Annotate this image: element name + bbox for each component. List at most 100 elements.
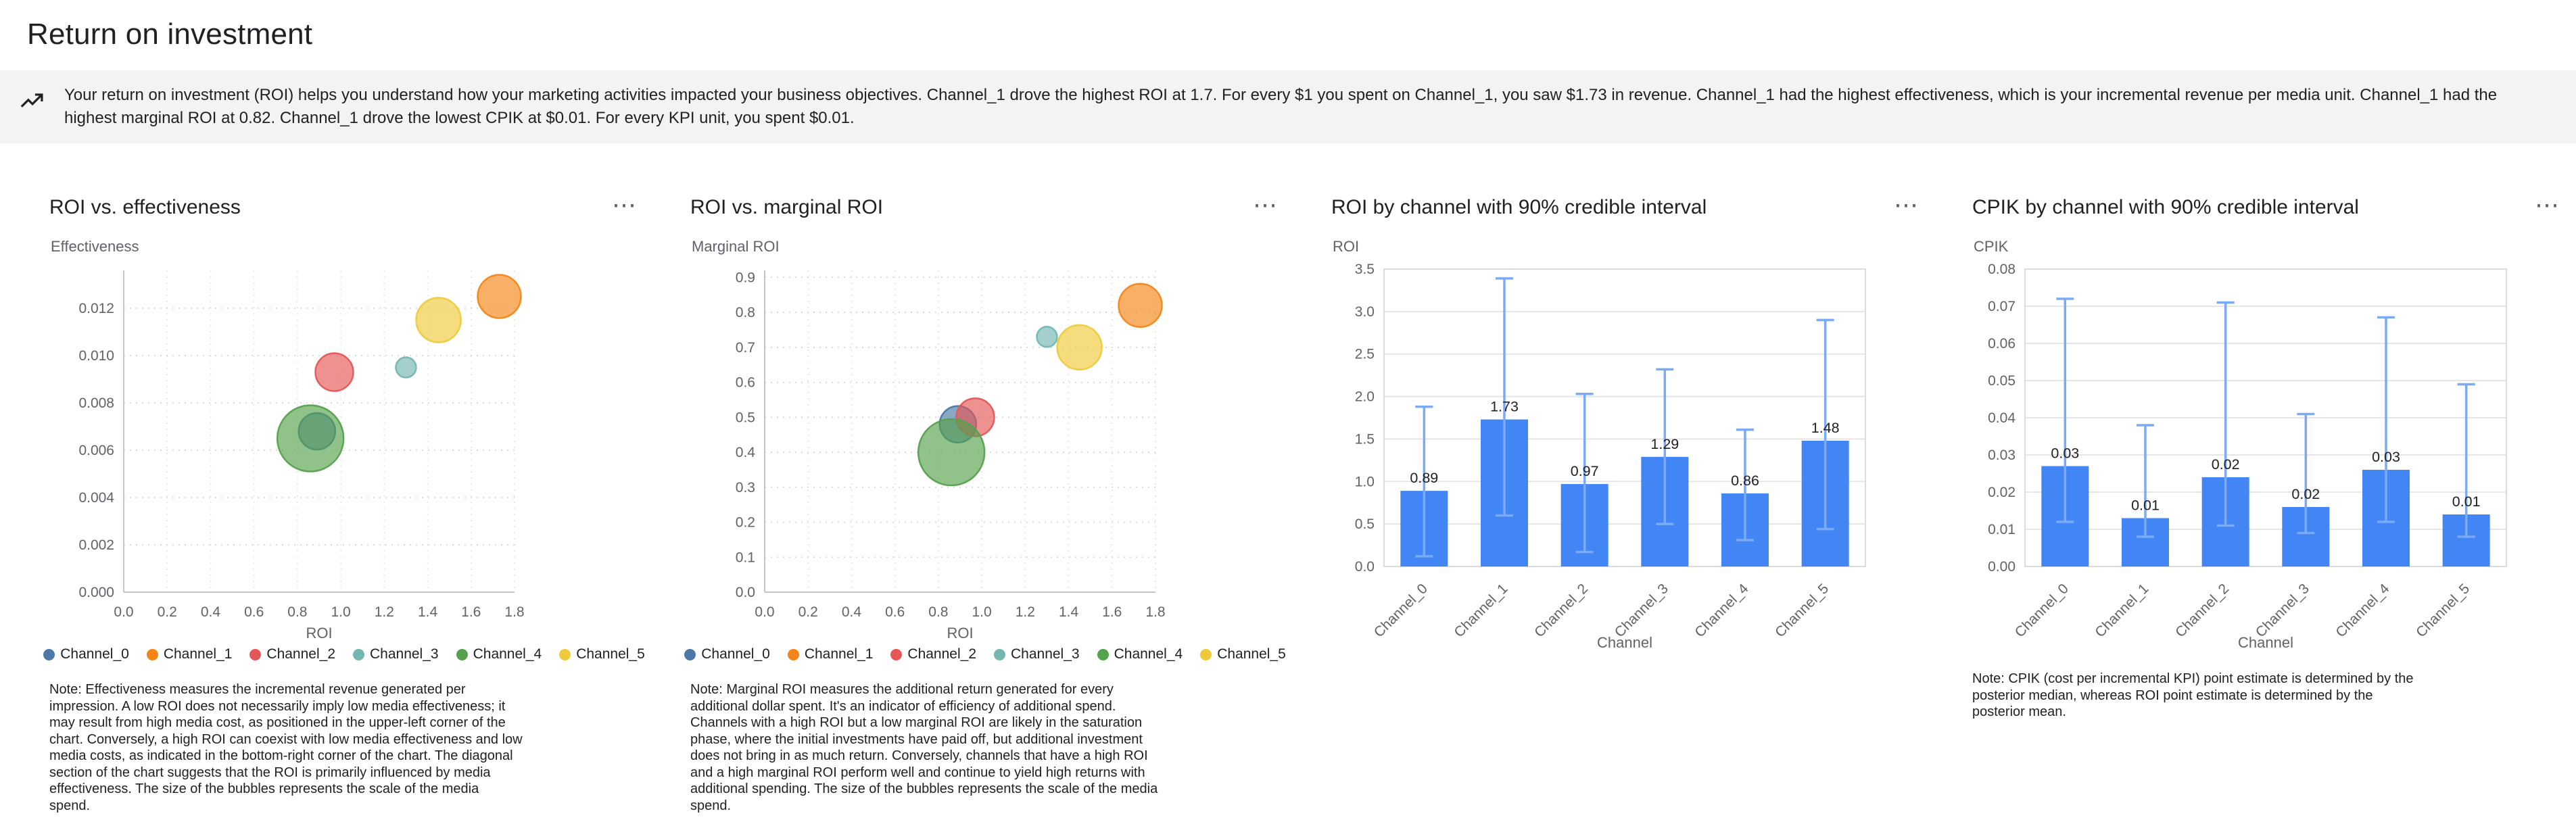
legend-dot: [456, 648, 468, 660]
svg-text:0.0: 0.0: [755, 604, 774, 620]
legend-label: Channel_3: [370, 646, 439, 662]
svg-text:0.02: 0.02: [2212, 456, 2240, 473]
svg-text:0.01: 0.01: [2452, 493, 2481, 510]
svg-text:1.8: 1.8: [1145, 604, 1165, 620]
svg-text:0.06: 0.06: [1988, 336, 2016, 352]
bubble-Channel_5: [415, 297, 462, 343]
svg-text:0.08: 0.08: [1988, 262, 2016, 277]
svg-text:0.05: 0.05: [1988, 373, 2016, 389]
legend-dot: [787, 648, 799, 660]
svg-text:Channel: Channel: [2238, 634, 2293, 651]
svg-text:0.5: 0.5: [1355, 516, 1375, 532]
svg-text:1.2: 1.2: [375, 604, 394, 620]
chart-card-header: ROI vs. effectiveness ⋯: [49, 193, 639, 219]
bubble-Channel_4: [917, 418, 986, 487]
svg-text:0.01: 0.01: [2131, 498, 2160, 514]
svg-text:0.0: 0.0: [114, 604, 133, 620]
legend-label: Channel_4: [1114, 646, 1183, 662]
chart-card-cpik-by-channel: CPIK by channel with 90% credible interv…: [1972, 193, 2562, 814]
svg-text:0.006: 0.006: [78, 443, 114, 458]
svg-text:Channel_1: Channel_1: [1451, 581, 1510, 640]
legend-dot: [994, 648, 1005, 660]
y-axis-title: Marginal ROI: [692, 238, 780, 255]
legend-label: Channel_3: [1011, 646, 1080, 662]
bubble-Channel_3: [395, 356, 417, 379]
svg-text:1.0: 1.0: [972, 604, 992, 620]
y-axis-title: CPIK: [1974, 238, 2009, 255]
insight-banner: Your return on investment (ROI) helps yo…: [0, 70, 2576, 143]
svg-text:Channel_0: Channel_0: [1371, 581, 1431, 640]
legend-dot: [249, 648, 262, 660]
svg-text:0.00: 0.00: [1988, 559, 2016, 575]
svg-text:1.73: 1.73: [1490, 399, 1519, 415]
svg-text:Channel_2: Channel_2: [2172, 581, 2232, 640]
legend-item-Channel_5: Channel_5: [559, 646, 645, 662]
y-axis-title: Effectiveness: [51, 238, 139, 255]
svg-text:0.89: 0.89: [1410, 470, 1438, 486]
svg-text:0.01: 0.01: [1988, 522, 2016, 537]
svg-text:0.0: 0.0: [1355, 559, 1375, 575]
chart-note: Note: Effectiveness measures the increme…: [49, 682, 523, 813]
svg-text:3.5: 3.5: [1355, 262, 1375, 277]
bubble-Channel_4: [276, 404, 345, 473]
chart-menu-button[interactable]: ⋯: [2532, 193, 2562, 217]
svg-text:0.97: 0.97: [1571, 463, 1599, 479]
svg-text:0.07: 0.07: [1988, 299, 2016, 314]
legend-label: Channel_1: [804, 646, 874, 662]
svg-text:0.3: 0.3: [736, 480, 755, 495]
svg-text:Channel_5: Channel_5: [2413, 581, 2473, 640]
chart-menu-button[interactable]: ⋯: [1250, 193, 1280, 217]
svg-text:0.6: 0.6: [244, 604, 264, 620]
legend-dot: [684, 648, 696, 660]
svg-text:0.6: 0.6: [885, 604, 905, 620]
chart-menu-button[interactable]: ⋯: [1891, 193, 1921, 217]
svg-text:Channel: Channel: [1597, 634, 1652, 651]
chart-title: ROI vs. effectiveness: [49, 196, 241, 218]
svg-text:Channel_2: Channel_2: [1531, 581, 1591, 640]
chart-legend: Channel_0 Channel_1 Channel_2 Channel_3 Chan…: [684, 646, 1286, 662]
svg-text:0.008: 0.008: [78, 395, 114, 411]
legend-item-Channel_0: Channel_0: [43, 646, 129, 662]
svg-text:0.4: 0.4: [736, 445, 756, 460]
legend-item-Channel_0: Channel_0: [684, 646, 770, 662]
svg-text:1.6: 1.6: [461, 604, 481, 620]
chart-legend: Channel_0 Channel_1 Channel_2 Channel_3 Chan…: [43, 646, 645, 662]
legend-label: Channel_5: [1217, 646, 1286, 662]
bubble-Channel_5: [1056, 324, 1103, 371]
svg-text:0.002: 0.002: [78, 537, 114, 553]
svg-text:0.02: 0.02: [2291, 486, 2320, 502]
chart-title: ROI by channel with 90% credible interva…: [1331, 196, 1707, 218]
cpik-by-channel-plot: 0.00 0.01 0.02 0.03 0.04 0.05 0.06 0.07 0.08 0.03…: [1972, 260, 2562, 665]
legend-label: Channel_0: [60, 646, 129, 662]
legend-dot: [353, 648, 364, 660]
svg-text:0.8: 0.8: [287, 604, 307, 620]
svg-text:2.0: 2.0: [1355, 389, 1375, 405]
chart-card-header: ROI vs. marginal ROI ⋯: [690, 193, 1280, 219]
bubble-Channel_1: [1118, 283, 1163, 328]
svg-text:1.48: 1.48: [1811, 420, 1840, 436]
svg-text:0.04: 0.04: [1988, 410, 2016, 426]
chart-menu-button[interactable]: ⋯: [609, 193, 639, 217]
svg-text:0.010: 0.010: [78, 348, 114, 364]
svg-text:0.4: 0.4: [842, 604, 862, 620]
legend-item-Channel_3: Channel_3: [353, 646, 439, 662]
svg-text:1.29: 1.29: [1650, 436, 1679, 452]
chart-card-roi-marginal-roi: ROI vs. marginal ROI ⋯ Marginal ROI 0.0 0…: [684, 193, 1286, 814]
svg-text:1.8: 1.8: [504, 604, 524, 620]
legend-dot: [1097, 648, 1109, 660]
svg-text:1.0: 1.0: [1355, 474, 1375, 489]
svg-text:ROI: ROI: [306, 625, 332, 642]
bubble-Channel_3: [1036, 326, 1058, 348]
chart-note: Note: CPIK (cost per incremental KPI) po…: [1972, 671, 2414, 719]
legend-item-Channel_2: Channel_2: [249, 646, 335, 662]
svg-text:0.9: 0.9: [736, 270, 755, 285]
svg-text:0.2: 0.2: [736, 515, 755, 531]
svg-text:0.8: 0.8: [928, 604, 948, 620]
y-axis-title: ROI: [1333, 238, 1360, 255]
insight-text: Your return on investment (ROI) helps yo…: [64, 86, 2498, 127]
charts-row: ROI vs. effectiveness ⋯ Effectiveness 0.…: [0, 193, 2576, 814]
chart-note: Note: Marginal ROI measures the addition…: [690, 682, 1158, 813]
chart-title: ROI vs. marginal ROI: [690, 196, 884, 218]
svg-text:Channel_1: Channel_1: [2092, 581, 2151, 640]
